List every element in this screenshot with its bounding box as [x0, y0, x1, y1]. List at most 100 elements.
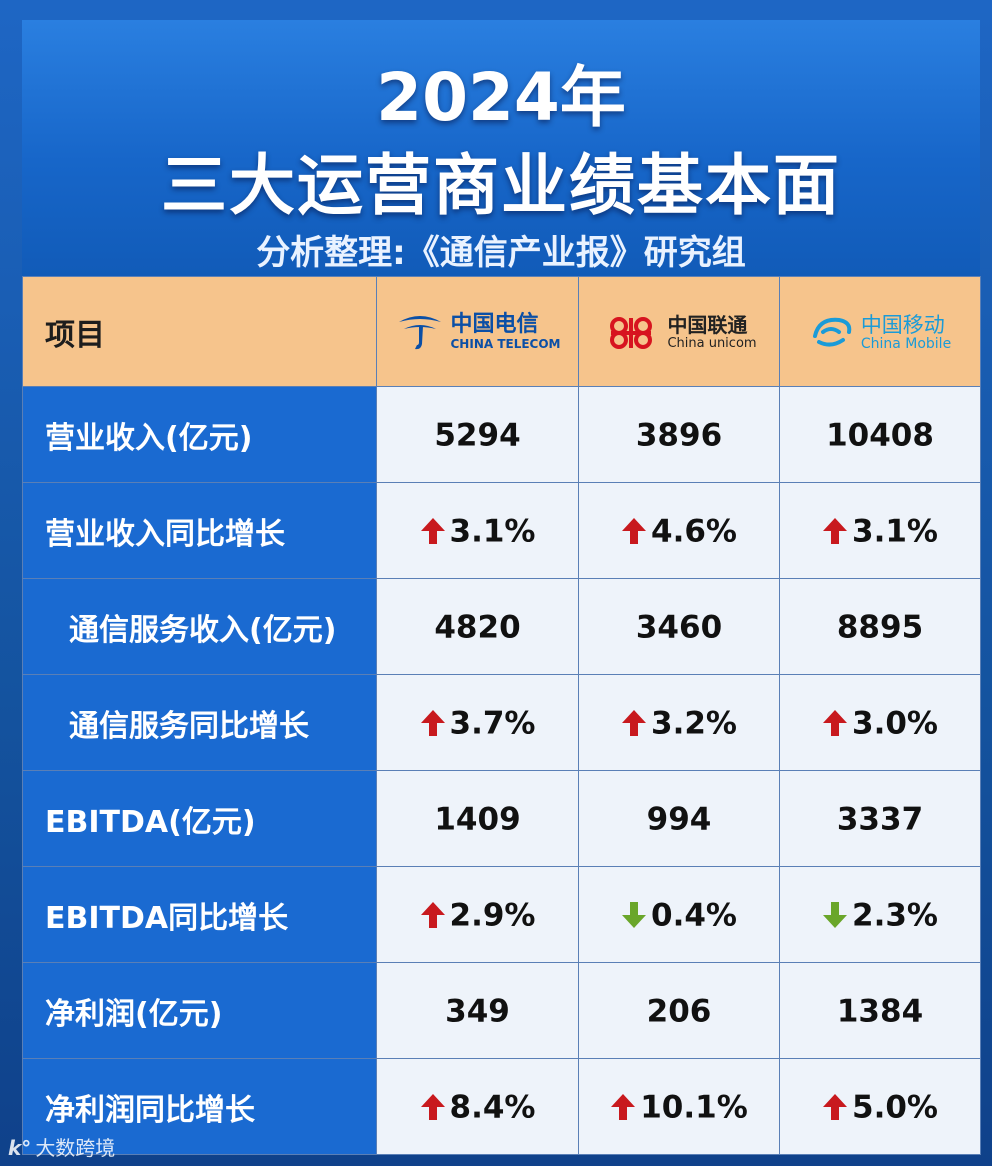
header-banner: 2024年 三大运营商业绩基本面 分析整理:《通信产业报》研究组: [22, 20, 980, 276]
telecom-name-cn: 中国电信: [450, 311, 539, 337]
value-text: 3.0%: [852, 705, 938, 742]
value-text: 8895: [836, 609, 924, 646]
performance-table: 项目 中国电信 CHINA TELECOM: [22, 276, 981, 1155]
china-unicom-logo: 中国联通 China unicom: [579, 312, 779, 352]
unicom-knot-icon: [610, 316, 653, 349]
table-row: EBITDA同比增长 2.9% 0.4% 2.3%: [22, 866, 981, 963]
table-row: 净利润(亿元) 349 206 1384: [22, 962, 981, 1059]
value-cell: 10408: [779, 386, 981, 483]
value-cell: 5294: [376, 386, 579, 483]
telecom-emblem-icon: [398, 315, 441, 349]
value-cell: 5.0%: [779, 1058, 981, 1155]
value-cell: 3460: [578, 578, 780, 675]
value-text: 994: [646, 801, 712, 838]
value-cell: 349: [376, 962, 579, 1059]
value-cell: 2.9%: [376, 866, 579, 963]
row-label: 通信服务同比增长: [22, 674, 377, 771]
value-text: 3.2%: [651, 705, 737, 742]
value-text: 4.6%: [651, 513, 737, 550]
telecom-name-en: CHINA TELECOM: [450, 336, 561, 351]
value-cell: 4820: [376, 578, 579, 675]
value-cell: 3.7%: [376, 674, 579, 771]
row-label: 净利润(亿元): [22, 962, 377, 1059]
value-cell: 3.0%: [779, 674, 981, 771]
arrow-up-icon: [622, 518, 646, 545]
value-text: 206: [646, 993, 712, 1030]
china-telecom-logo: 中国电信 CHINA TELECOM: [377, 312, 578, 352]
mobile-swirl-icon: [812, 317, 852, 347]
value-cell: 4.6%: [578, 482, 780, 579]
table-row: 营业收入同比增长 3.1% 4.6% 3.1%: [22, 482, 981, 579]
cc-logo-icon: k°: [8, 1136, 32, 1160]
arrow-up-icon: [420, 1094, 445, 1121]
value-cell: 2.3%: [779, 866, 981, 963]
value-text: 3337: [836, 801, 924, 838]
table-row: 通信服务同比增长 3.7% 3.2% 3.0%: [22, 674, 981, 771]
unicom-name-cn: 中国联通: [667, 312, 748, 337]
value-text: 8.4%: [449, 1089, 536, 1126]
value-text: 4820: [434, 609, 521, 646]
value-text: 3.1%: [852, 513, 938, 550]
value-text: 2.3%: [852, 897, 938, 934]
table-header-row: 项目 中国电信 CHINA TELECOM: [22, 276, 981, 387]
china-mobile-logo: 中国移动 China Mobile: [780, 312, 980, 352]
value-text: 10408: [826, 417, 934, 454]
table-row: 通信服务收入(亿元) 4820 3460 8895: [22, 578, 981, 675]
value-text: 349: [445, 993, 510, 1030]
carrier-header-telecom: 中国电信 CHINA TELECOM: [376, 276, 579, 387]
arrow-up-icon: [622, 710, 646, 737]
value-cell: 8.4%: [376, 1058, 579, 1155]
unicom-name-en: China unicom: [667, 335, 757, 351]
carrier-header-mobile: 中国移动 China Mobile: [779, 276, 981, 387]
value-text: 5.0%: [852, 1089, 938, 1126]
arrow-down-icon: [823, 902, 847, 929]
arrow-up-icon: [420, 902, 445, 929]
table-row: 净利润同比增长 8.4% 10.1% 5.0%: [22, 1058, 981, 1155]
mobile-name-en: China Mobile: [860, 335, 952, 352]
value-cell: 10.1%: [578, 1058, 780, 1155]
arrow-up-icon: [420, 710, 445, 737]
value-text: 0.4%: [651, 897, 737, 934]
arrow-up-icon: [420, 518, 445, 545]
value-text: 10.1%: [640, 1089, 748, 1126]
row-label: 净利润同比增长: [22, 1058, 377, 1155]
value-text: 1409: [434, 801, 521, 838]
value-cell: 1409: [376, 770, 579, 867]
table-row: EBITDA(亿元) 1409 994 3337: [22, 770, 981, 867]
arrow-up-icon: [823, 710, 847, 737]
value-cell: 8895: [779, 578, 981, 675]
value-text: 2.9%: [449, 897, 536, 934]
value-text: 3.1%: [449, 513, 536, 550]
watermark-text: 大数跨境: [35, 1136, 116, 1160]
mobile-name-cn: 中国移动: [860, 312, 945, 337]
row-label: 通信服务收入(亿元): [22, 578, 377, 675]
source-watermark: k° 大数跨境: [8, 1132, 115, 1161]
value-text: 3460: [635, 609, 723, 646]
value-cell: 3.1%: [376, 482, 579, 579]
value-text: 5294: [434, 417, 521, 454]
carrier-header-unicom: 中国联通 China unicom: [578, 276, 780, 387]
row-label: 营业收入同比增长: [22, 482, 377, 579]
subtitle: 分析整理:《通信产业报》研究组: [256, 233, 746, 273]
arrow-up-icon: [823, 518, 847, 545]
arrow-up-icon: [611, 1094, 636, 1121]
value-text: 3.7%: [449, 705, 536, 742]
row-label: EBITDA(亿元): [22, 770, 377, 867]
value-cell: 3896: [578, 386, 780, 483]
value-cell: 1384: [779, 962, 981, 1059]
value-cell: 0.4%: [578, 866, 780, 963]
value-cell: 206: [578, 962, 780, 1059]
arrow-down-icon: [622, 902, 646, 929]
row-label: 营业收入(亿元): [22, 386, 377, 483]
table-row: 营业收入(亿元) 5294 3896 10408: [22, 386, 981, 483]
value-cell: 3337: [779, 770, 981, 867]
value-text: 3896: [635, 417, 723, 454]
row-label: EBITDA同比增长: [22, 866, 377, 963]
value-cell: 994: [578, 770, 780, 867]
value-text: 1384: [836, 993, 924, 1030]
arrow-up-icon: [823, 1094, 847, 1121]
value-cell: 3.1%: [779, 482, 981, 579]
title-main: 三大运营商业绩基本面: [161, 147, 841, 224]
title-year: 2024年: [376, 59, 626, 136]
